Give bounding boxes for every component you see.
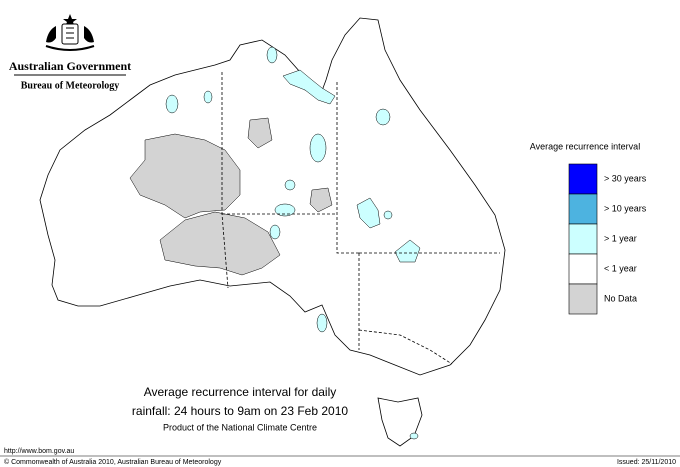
no-data-area bbox=[247, 117, 273, 149]
area-gt-1-year bbox=[284, 179, 296, 191]
copyright: © Commonwealth of Australia 2010, Austra… bbox=[4, 458, 222, 466]
issued: Issued: 25/11/2010 bbox=[617, 459, 676, 466]
area-gt-1-year bbox=[274, 203, 296, 217]
area-gt-1-year bbox=[394, 239, 421, 263]
no-data-area bbox=[309, 187, 333, 213]
area-gt-1-year bbox=[316, 313, 328, 333]
area-gt-1-year bbox=[356, 197, 381, 229]
legend-label: > 10 years bbox=[604, 203, 647, 213]
no-data-area bbox=[159, 211, 281, 276]
mainland bbox=[39, 17, 506, 376]
area-gt-1-year bbox=[269, 224, 281, 240]
area-gt-1-year bbox=[409, 432, 419, 440]
area-gt-1-year bbox=[375, 108, 391, 126]
map-title: rainfall: 24 hours to 9am on 23 Feb 2010 bbox=[132, 404, 348, 418]
legend-label: > 30 years bbox=[604, 173, 647, 183]
legend-swatch bbox=[568, 163, 598, 195]
legend-label: < 1 year bbox=[604, 263, 637, 273]
crest bbox=[45, 14, 95, 51]
area-gt-1-year bbox=[266, 46, 278, 64]
legend: > 30 years > 10 years > 1 year < 1 year No D… bbox=[568, 163, 647, 315]
bureau: Bureau of Meteorology bbox=[21, 80, 120, 91]
area-gt-1-year bbox=[165, 94, 179, 114]
legend-title: Average recurrence interval bbox=[530, 141, 640, 151]
agency: Australian Government bbox=[9, 59, 131, 73]
legend-swatch bbox=[568, 193, 598, 225]
area-gt-1-year bbox=[309, 133, 327, 163]
url: http://www.bom.gov.au bbox=[4, 448, 74, 455]
legend-swatch bbox=[568, 223, 598, 255]
area-gt-1-year bbox=[383, 210, 393, 220]
legend-swatch bbox=[568, 283, 598, 315]
area-gt-1-year bbox=[203, 90, 213, 104]
map-title: Average recurrence interval for daily bbox=[144, 385, 337, 399]
legend-label: No Data bbox=[604, 293, 637, 303]
area-gt-1-year bbox=[282, 69, 336, 105]
no-data-area bbox=[129, 133, 241, 219]
state-borders bbox=[221, 72, 500, 365]
map-subtitle: Product of the National Climate Centre bbox=[163, 422, 317, 432]
legend-swatch bbox=[568, 253, 598, 285]
legend-label: > 1 year bbox=[604, 233, 637, 243]
rainfall-areas bbox=[165, 46, 421, 440]
